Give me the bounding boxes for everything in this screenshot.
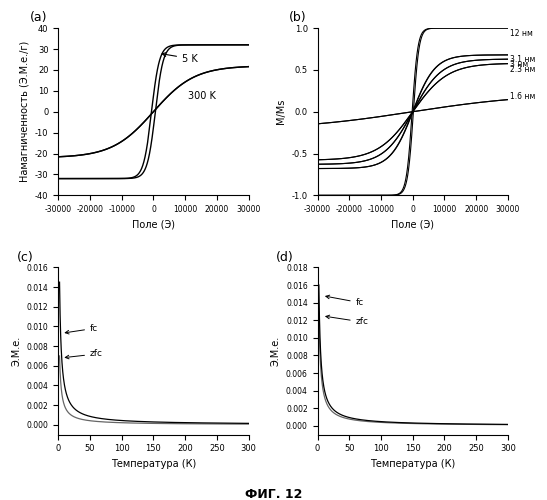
Text: 300 K: 300 K (188, 91, 216, 101)
X-axis label: Температура (К): Температура (К) (111, 459, 196, 469)
Text: zfc: zfc (326, 315, 369, 326)
Text: zfc: zfc (65, 350, 103, 359)
Text: (a): (a) (30, 12, 47, 24)
X-axis label: Поле (Э): Поле (Э) (132, 220, 175, 230)
Text: (c): (c) (16, 250, 33, 264)
Text: 12 нм: 12 нм (510, 30, 533, 38)
Text: (d): (d) (276, 250, 294, 264)
Y-axis label: Э.М.е.: Э.М.е. (270, 336, 281, 366)
Text: 1.6 нм: 1.6 нм (510, 92, 536, 101)
Text: fc: fc (326, 295, 364, 307)
X-axis label: Температура (К): Температура (К) (370, 459, 456, 469)
Text: 3 нм: 3 нм (510, 60, 529, 68)
Text: fc: fc (65, 324, 98, 334)
Text: ФИГ. 12: ФИГ. 12 (245, 488, 302, 500)
X-axis label: Поле (Э): Поле (Э) (391, 220, 434, 230)
Text: (b): (b) (289, 12, 307, 24)
Text: 3.1 нм: 3.1 нм (510, 56, 536, 64)
Y-axis label: Э.М.е.: Э.М.е. (11, 336, 21, 366)
Y-axis label: M/Ms: M/Ms (276, 99, 286, 124)
Text: 5 K: 5 K (162, 52, 198, 64)
Text: 2.3 нм: 2.3 нм (510, 66, 536, 74)
Y-axis label: Намагниченность (Э.М.е./г): Намагниченность (Э.М.е./г) (19, 41, 30, 182)
